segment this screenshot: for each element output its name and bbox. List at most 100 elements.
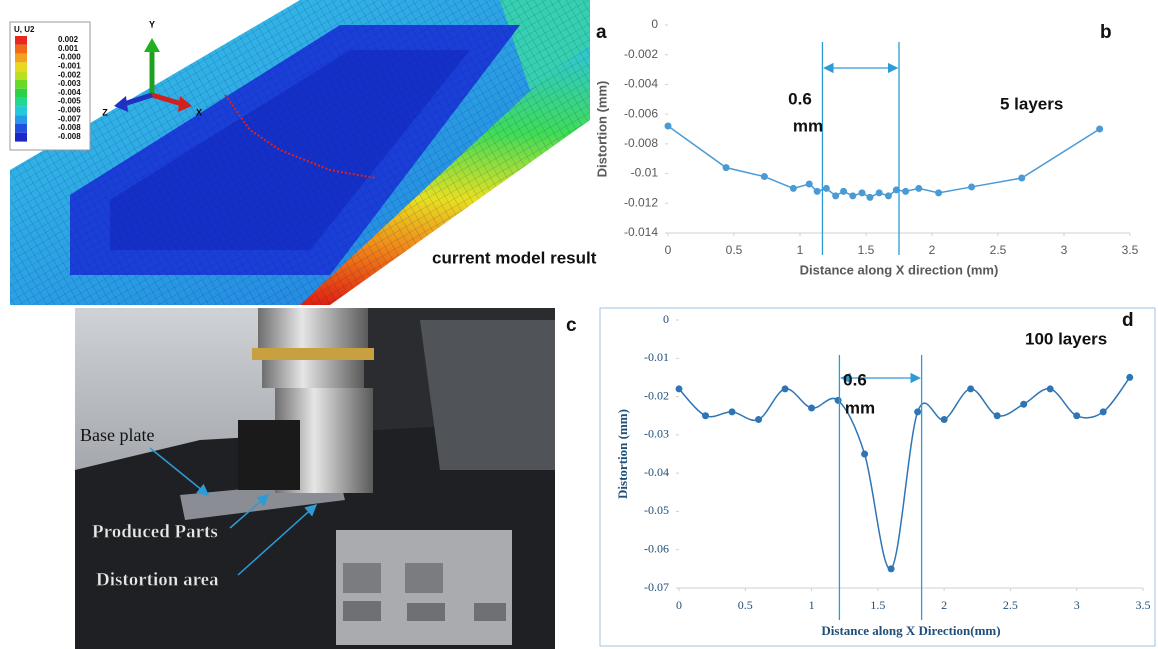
data-point — [805, 180, 813, 188]
series-line — [667, 125, 1101, 199]
photo — [75, 308, 555, 649]
data-point — [866, 193, 874, 201]
data-point — [849, 192, 857, 200]
legend-swatch — [15, 71, 27, 80]
x-tick-label: 1 — [809, 598, 815, 612]
data-point — [875, 189, 883, 197]
legend-swatch — [15, 106, 27, 116]
annotation: mm — [793, 116, 823, 135]
series-line — [678, 376, 1131, 570]
data-point — [968, 183, 976, 191]
data-point — [702, 412, 710, 420]
y-tick-label: -0.05 — [644, 503, 669, 517]
legend-label: -0.008 — [58, 132, 81, 141]
x-tick-label: 0.5 — [726, 243, 743, 257]
chart: 0 -0.01 -0.02 -0.03 -0.04 -0.05 -0.06 -0.07 0 0.5… — [615, 310, 1151, 638]
legend-title: U, U2 — [14, 25, 35, 34]
photo-label: Produced Parts — [92, 521, 218, 542]
y-axis-label: Distortion (mm) — [615, 409, 630, 499]
data-point — [1099, 408, 1107, 416]
legend-swatch — [15, 36, 27, 45]
legend-swatch — [15, 115, 27, 124]
y-tick-label: -0.06 — [644, 541, 669, 555]
legend-label: 0.001 — [58, 44, 79, 53]
y-tick-label: -0.012 — [624, 195, 658, 209]
data-point — [789, 184, 797, 192]
x-tick-label: 1.5 — [858, 243, 875, 257]
data-point — [940, 416, 948, 424]
data-point — [967, 385, 975, 393]
x-tick-label: 1 — [797, 243, 804, 257]
data-point — [892, 186, 900, 194]
data-point — [675, 385, 683, 393]
data-point — [1126, 373, 1134, 381]
data-point — [760, 173, 768, 181]
y-axis-label: Distortion (mm) — [594, 81, 609, 178]
data-point — [822, 184, 830, 192]
photo-label: Base plate — [80, 425, 154, 445]
legend-label: -0.008 — [58, 123, 81, 132]
x-axis-label: Distance along X direction (mm) — [800, 262, 999, 277]
data-point — [664, 122, 672, 130]
y-tick-label: -0.01 — [644, 350, 669, 364]
x-tick-label: 3.5 — [1122, 243, 1139, 257]
y-tick-label: -0.002 — [624, 47, 658, 61]
data-point — [861, 450, 869, 458]
legend-label: -0.007 — [58, 114, 81, 123]
legend-swatch — [15, 44, 27, 54]
x-tick-label: 1.5 — [870, 598, 885, 612]
data-point — [813, 187, 821, 195]
legend-swatch — [15, 80, 27, 89]
legend-label: 0.002 — [58, 35, 79, 44]
y-tick-label: 0 — [651, 17, 658, 31]
x-tick-label: 0 — [676, 598, 682, 612]
panel-label: a — [596, 22, 607, 43]
data-point — [914, 408, 922, 416]
model-caption: current model result — [432, 248, 597, 267]
legend-label: -0.002 — [58, 70, 81, 79]
y-tick-label: 0 — [663, 312, 669, 326]
data-point — [1046, 385, 1054, 393]
y-tick-label: -0.04 — [644, 465, 669, 479]
y-tick-label: -0.008 — [624, 136, 658, 150]
photo-label: Distortion area — [96, 569, 219, 590]
data-point — [834, 396, 842, 404]
legend-swatch — [15, 124, 27, 133]
x-tick-label: 3 — [1074, 598, 1080, 612]
legend-swatch — [15, 53, 27, 63]
panel-label: b — [1100, 22, 1112, 43]
legend-label: -0.005 — [58, 97, 81, 106]
y-tick-label: -0.02 — [644, 388, 669, 402]
legend-label: -0.006 — [58, 106, 81, 115]
data-point — [858, 189, 866, 197]
legend-label: -0.001 — [58, 62, 81, 71]
triad-label: X — [196, 107, 202, 117]
legend-label: -0.004 — [58, 88, 81, 97]
data-point — [832, 192, 840, 200]
x-tick-label: 2 — [941, 598, 947, 612]
data-point — [728, 408, 736, 416]
legend-label: -0.000 — [58, 53, 81, 62]
x-tick-label: 3 — [1061, 243, 1068, 257]
legend-swatch — [15, 88, 27, 98]
data-point — [1020, 400, 1028, 408]
y-tick-label: -0.014 — [624, 225, 658, 239]
chart: 0 -0.002 -0.004 -0.006 -0.008 -0.01 -0.012 -0.0… — [594, 17, 1138, 277]
triad-label: Y — [149, 19, 155, 29]
annotation: mm — [845, 398, 875, 417]
data-point — [781, 385, 789, 393]
data-point — [902, 187, 910, 195]
data-point — [840, 187, 848, 195]
chart-frame — [599, 307, 1156, 647]
x-tick-label: 3.5 — [1136, 598, 1151, 612]
x-tick-label: 0.5 — [738, 598, 753, 612]
legend-swatch — [15, 132, 27, 142]
legend-label: -0.003 — [58, 79, 81, 88]
data-point — [808, 404, 816, 412]
x-tick-label: 2.5 — [1003, 598, 1018, 612]
data-point — [1096, 125, 1104, 133]
data-point — [884, 192, 892, 200]
x-tick-label: 2 — [929, 243, 936, 257]
